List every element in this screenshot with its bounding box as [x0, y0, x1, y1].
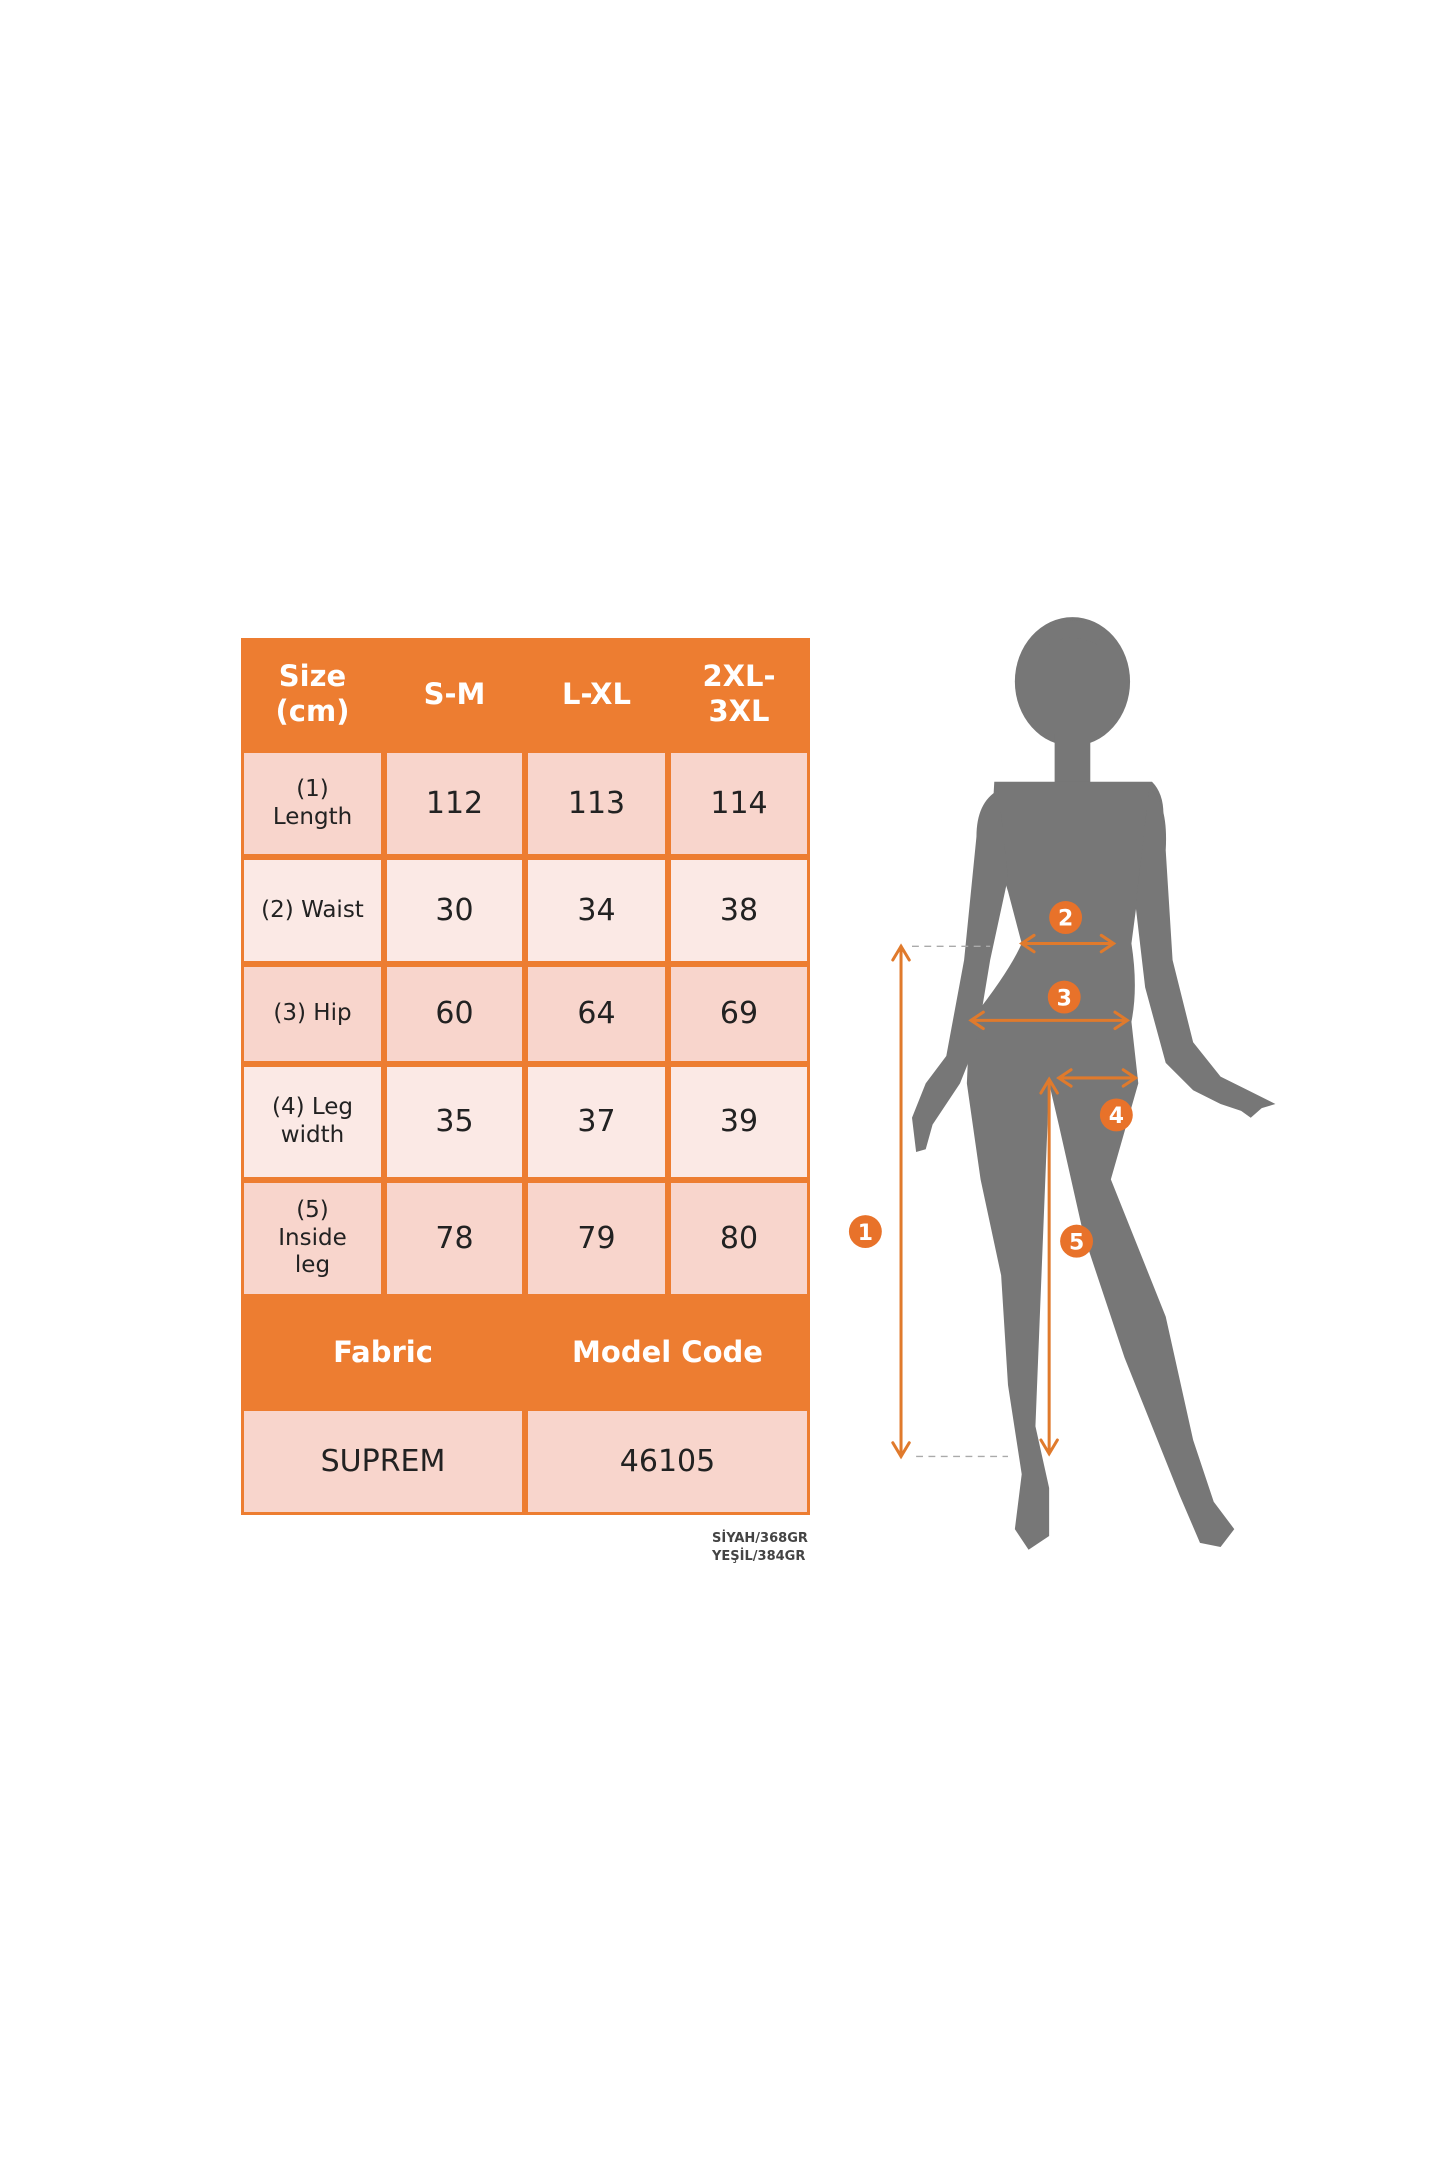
row-label: (1) Length — [244, 753, 381, 854]
column-header: L-XL — [562, 676, 631, 711]
size-value: 112 — [387, 753, 522, 854]
arrow-length — [891, 943, 911, 1460]
arrow-waist — [1018, 933, 1117, 954]
marker-number: 2 — [1058, 907, 1073, 932]
marker-circle — [848, 1215, 882, 1248]
size-chart-table: Size (cm) S-M L-XL 2XL- 3XL (1) Length 112 113… — [241, 638, 810, 1515]
column-header: 2XL- 3XL — [702, 659, 776, 728]
size-value: 35 — [387, 1067, 522, 1177]
marker-circle — [1047, 980, 1081, 1014]
marker-number: 1 — [858, 1221, 873, 1246]
marker-circle — [1099, 1098, 1133, 1132]
arrow-leg-width — [1056, 1068, 1139, 1088]
size-value: 78 — [387, 1183, 522, 1294]
marker-circle — [1049, 901, 1083, 934]
row-label: (5) Inside leg — [244, 1183, 381, 1294]
marker-number: 5 — [1069, 1230, 1084, 1255]
size-value: 114 — [671, 753, 807, 854]
arrow-inside-leg — [1039, 1076, 1059, 1457]
row-label: (2) Waist — [244, 860, 381, 961]
fabric-header: Fabric — [333, 1335, 433, 1370]
size-value: 80 — [671, 1183, 807, 1294]
size-value: 39 — [671, 1067, 807, 1177]
model-code-header: Model Code — [572, 1335, 763, 1370]
model-code-value: 46105 — [528, 1411, 807, 1512]
guide-lines — [912, 945, 1008, 1458]
note-line: SİYAH/368GR — [712, 1531, 808, 1546]
row-label: (4) Leg width — [244, 1067, 381, 1177]
weight-note: SİYAH/368GR YEŞİL/384GR — [712, 1530, 808, 1565]
size-value: 37 — [528, 1067, 665, 1177]
note-line: YEŞİL/384GR — [712, 1548, 806, 1564]
row-label: (3) Hip — [244, 967, 381, 1061]
size-value: 38 — [671, 860, 807, 961]
size-value: 60 — [387, 967, 522, 1061]
measurement-arrows — [891, 933, 1139, 1460]
female-silhouette-icon — [912, 617, 1276, 1550]
arrow-hip — [968, 1010, 1131, 1031]
size-value: 69 — [671, 967, 807, 1061]
column-header: S-M — [423, 676, 486, 711]
marker-number: 4 — [1109, 1104, 1124, 1129]
size-value: 113 — [528, 753, 665, 854]
fabric-value: SUPREM — [244, 1411, 522, 1512]
marker-number: 3 — [1057, 986, 1072, 1011]
size-value: 30 — [387, 860, 522, 961]
marker-circle — [1060, 1224, 1094, 1258]
size-value: 34 — [528, 860, 665, 961]
size-value: 79 — [528, 1183, 665, 1294]
measurement-markers: 1 2 3 4 5 — [848, 901, 1133, 1258]
size-value: 64 — [528, 967, 665, 1061]
column-header: Size (cm) — [275, 659, 350, 728]
